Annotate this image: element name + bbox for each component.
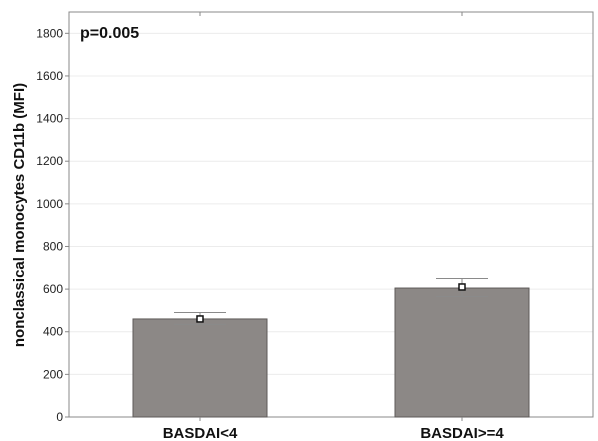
y-tick-label: 200 — [43, 367, 63, 381]
mean-marker — [196, 315, 204, 323]
p-value-annotation: p=0.005 — [80, 25, 139, 42]
y-tick-label: 0 — [56, 410, 63, 424]
y-tick-label: 1800 — [36, 26, 63, 40]
y-tick-label: 1200 — [36, 154, 63, 168]
y-axis-title: nonclassical monocytes CD11b (MFI) — [11, 83, 28, 347]
bar — [394, 287, 530, 418]
y-axis: 0 200 400 600 800 1000 1200 1400 1600 1800 — [36, 26, 69, 424]
plot-frame — [68, 11, 594, 418]
y-tick-label: 400 — [43, 325, 63, 339]
y-tick-label: 800 — [43, 239, 63, 253]
y-tick-label: 600 — [43, 282, 63, 296]
x-axis: BASDAI<4 BASDAI>=4 — [163, 12, 504, 441]
x-category-label: BASDAI<4 — [163, 425, 238, 441]
x-category-label: BASDAI>=4 — [420, 425, 504, 441]
y-tick-label: 1400 — [36, 112, 63, 126]
mean-marker — [458, 283, 466, 291]
y-tick-label: 1000 — [36, 197, 63, 211]
bar — [132, 318, 268, 418]
bars — [132, 277, 530, 418]
y-tick-label: 1600 — [36, 69, 63, 83]
